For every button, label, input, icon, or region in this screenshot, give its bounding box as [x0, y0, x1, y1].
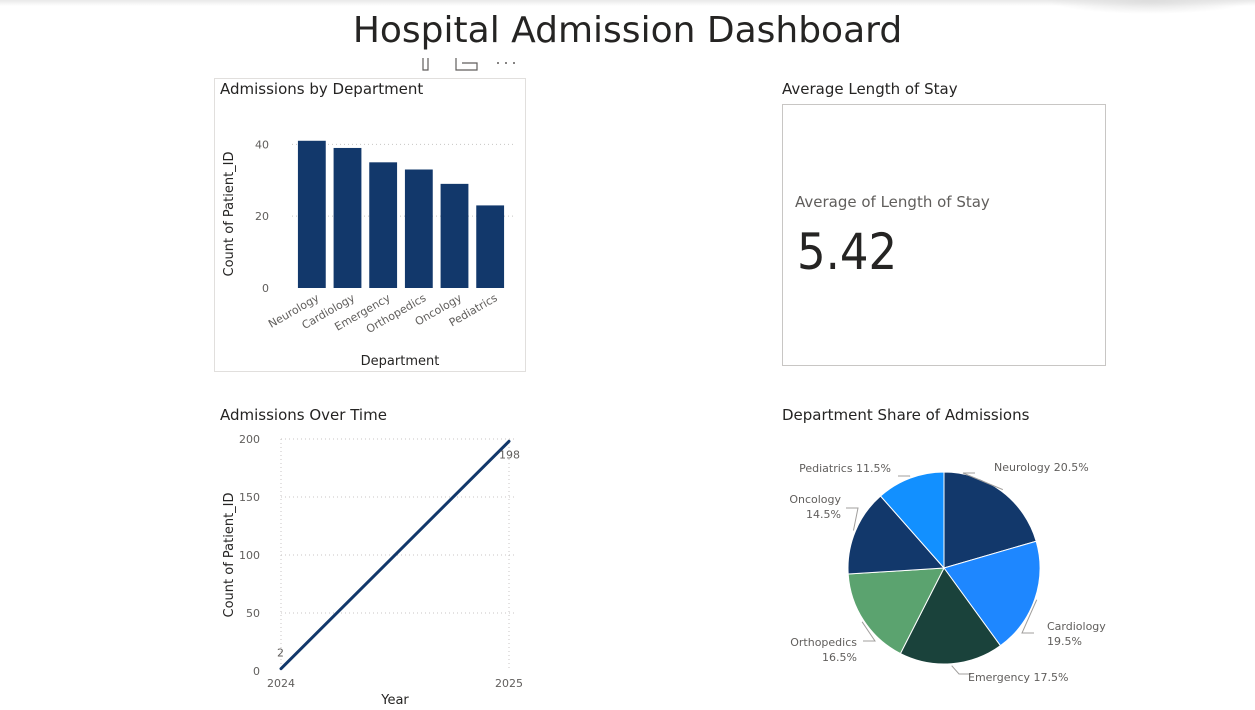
- more-options-icon[interactable]: [497, 62, 515, 64]
- bar: [404, 169, 433, 288]
- pie-leader-line: [1021, 599, 1038, 634]
- pie-slice: [943, 471, 1037, 569]
- line-y-tick-label: 100: [239, 549, 260, 562]
- bar: [440, 183, 469, 288]
- pie-data-label: Orthopedics 16.5%: [790, 636, 857, 664]
- pie-leader-line: [951, 665, 971, 675]
- bar-y-tick-label: 20: [255, 210, 269, 223]
- line-y-tick-label: 150: [239, 491, 260, 504]
- line-data-label: 198: [499, 448, 520, 461]
- pie-data-label: Emergency 17.5%: [968, 671, 1068, 684]
- bar: [333, 147, 362, 288]
- bar: [476, 205, 505, 288]
- pie-data-label: Cardiology 19.5%: [1047, 620, 1106, 648]
- bar: [297, 140, 326, 288]
- bar-y-tick-label: 0: [262, 282, 269, 295]
- top-shadow: [0, 0, 1255, 6]
- pie-leader-line: [846, 507, 859, 531]
- pie-chart[interactable]: Neurology 20.5% Cardiology 19.5% Emergency …: [770, 436, 1130, 706]
- line-x-tick-label: 2025: [495, 677, 523, 690]
- average-length-of-stay-card[interactable]: Average of Length of Stay 5.42: [782, 104, 1106, 366]
- card-label: Average of Length of Stay: [795, 193, 990, 211]
- bar: [369, 162, 398, 288]
- card-value: 5.42: [797, 223, 898, 281]
- top-right-shadow: [1045, 0, 1255, 14]
- visual-header-icons: [422, 58, 515, 71]
- pie-data-label: Oncology 14.5%: [789, 493, 841, 521]
- line-x-tick-label: 2024: [267, 677, 295, 690]
- pie-slice: [899, 567, 1002, 665]
- line-chart[interactable]: 0 50 100 150 200 2024 2025 2 198 Year Count of Pat…: [214, 426, 534, 710]
- pie-data-label: Pediatrics 11.5%: [799, 462, 891, 475]
- line-series: [279, 439, 511, 671]
- line-y-tick-label: 200: [239, 433, 260, 446]
- page-title: Hospital Admission Dashboard: [352, 10, 903, 51]
- line-data-label: 2: [277, 647, 284, 660]
- card-title: Average Length of Stay: [782, 80, 958, 98]
- pie-slice: [879, 471, 945, 570]
- filter-icon[interactable]: [422, 58, 429, 71]
- pie-leader-line: [962, 472, 1004, 491]
- pie-slice: [847, 567, 945, 655]
- line-y-tick-label: 50: [246, 607, 260, 620]
- pie-slice: [847, 495, 946, 575]
- pie-chart-title: Department Share of Admissions: [782, 406, 1030, 424]
- bar-x-axis-title: Department: [361, 354, 440, 369]
- bar-chart-visual[interactable]: [214, 78, 526, 372]
- pie-data-label: Neurology 20.5%: [994, 461, 1089, 474]
- pie-leader-line: [861, 621, 876, 642]
- line-x-axis-title: Year: [380, 693, 409, 708]
- line-chart-title: Admissions Over Time: [220, 406, 387, 424]
- bar-chart-title: Admissions by Department: [220, 80, 424, 98]
- line-y-tick-label: 0: [253, 665, 260, 678]
- bar-y-axis-title: Count of Patient_ID: [222, 151, 237, 276]
- focus-mode-icon[interactable]: [455, 58, 478, 71]
- bar-chart: 02040NeurologyCardiologyEmergencyOrthope…: [222, 138, 516, 369]
- line-y-axis-title: Count of Patient_ID: [222, 492, 237, 617]
- pie-slice: [943, 540, 1041, 647]
- bar-y-tick-label: 40: [255, 138, 269, 151]
- bar-chart-frame: [214, 78, 526, 372]
